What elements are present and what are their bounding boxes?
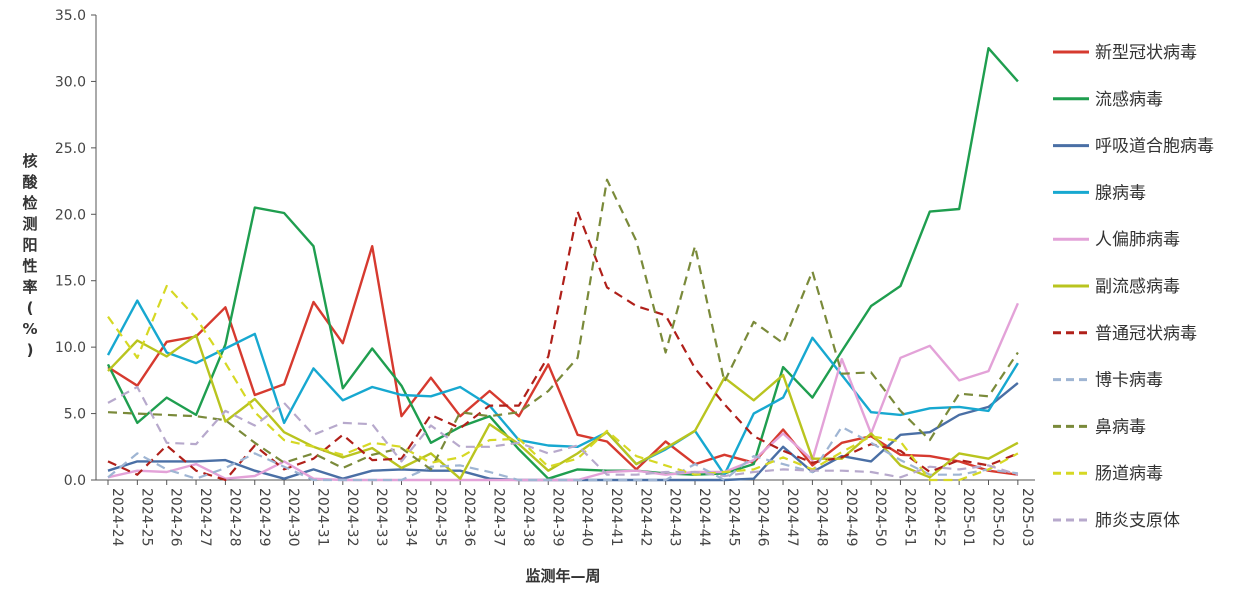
x-tick-label: 2024-25 (138, 488, 154, 547)
x-tick-label: 2024-27 (197, 488, 213, 547)
y-tick-label: 10.0 (55, 340, 86, 356)
legend-label: 新型冠状病毒 (1095, 43, 1197, 63)
x-tick-label: 2025-03 (1019, 488, 1035, 547)
legend-label: 呼吸道合胞病毒 (1095, 137, 1214, 157)
x-tick-label: 2024-35 (432, 488, 448, 547)
x-tick-label: 2024-32 (344, 488, 360, 547)
x-tick-label: 2024-34 (403, 488, 419, 547)
series-line-4 (106, 299, 1019, 476)
y-tick-label: 20.0 (55, 207, 86, 223)
legend-label: 人偏肺病毒 (1095, 230, 1180, 250)
series-line-2 (106, 47, 1019, 480)
x-tick-label: 2024-44 (696, 488, 712, 547)
legend: 新型冠状病毒流感病毒呼吸道合胞病毒腺病毒人偏肺病毒副流感病毒普通冠状病毒博卡病毒… (1053, 43, 1214, 531)
y-tick-label: 35.0 (55, 8, 86, 24)
series-line-7 (107, 210, 1019, 482)
series-layer (106, 47, 1020, 482)
x-tick-label: 2024-28 (226, 488, 242, 547)
x-tick-label: 2024-46 (755, 488, 771, 547)
legend-label: 肠道病毒 (1095, 464, 1163, 484)
x-tick-label: 2024-49 (843, 488, 859, 547)
legend-label: 普通冠状病毒 (1095, 324, 1197, 344)
x-tick-label: 2024-39 (549, 488, 565, 547)
x-tick-label: 2024-41 (608, 488, 624, 547)
x-tick-label: 2024-33 (373, 488, 389, 547)
x-tick-label: 2024-37 (491, 488, 507, 547)
series-line-8 (107, 425, 1019, 482)
legend-label: 博卡病毒 (1095, 371, 1163, 391)
x-tick-label: 2024-40 (579, 488, 595, 547)
x-tick-label: 2024-42 (637, 488, 653, 547)
legend-label: 腺病毒 (1095, 183, 1146, 203)
x-tick-label: 2024-36 (461, 488, 477, 547)
x-tick-label: 2024-30 (285, 488, 301, 547)
x-tick-label: 2024-43 (667, 488, 683, 547)
x-tick-label: 2025-01 (960, 488, 976, 547)
x-tick-label: 2024-38 (520, 488, 536, 547)
x-tick-label: 2024-51 (901, 488, 917, 547)
legend-label: 鼻病毒 (1095, 417, 1146, 437)
y-tick-label: 30.0 (55, 74, 86, 90)
y-tick-label: 5.0 (64, 407, 86, 423)
legend-label: 副流感病毒 (1095, 277, 1180, 297)
x-axis-title: 监测年—周 (525, 567, 600, 585)
legend-label: 肺炎支原体 (1095, 511, 1180, 531)
x-tick-label: 2024-24 (109, 488, 125, 547)
x-tick-label: 2025-02 (990, 488, 1006, 547)
x-tick-label: 2024-47 (784, 488, 800, 547)
y-axis-title: 核酸检测阳性率(%) (22, 152, 38, 359)
legend-label: 流感病毒 (1095, 90, 1163, 110)
x-tick-label: 2024-31 (314, 488, 330, 547)
x-tick-label: 2024-48 (813, 488, 829, 547)
y-tick-label: 15.0 (55, 274, 86, 290)
series-line-10 (107, 284, 1019, 482)
x-tick-label: 2024-26 (168, 488, 184, 547)
x-axis: 2024-24 2024-25 2024-26 2024-27 2024-28 2024-… (96, 479, 1035, 547)
x-tick-label: 2024-50 (872, 488, 888, 547)
series-line-9 (107, 178, 1019, 471)
y-tick-label: 25.0 (55, 141, 86, 157)
y-axis: 0.0 5.0 10.0 15.0 20.0 25.0 30.0 35.0 (55, 8, 97, 489)
x-tick-label: 2024-45 (725, 488, 741, 547)
y-tick-label: 0.0 (64, 473, 86, 489)
x-tick-label: 2024-29 (256, 488, 272, 547)
x-tick-label: 2024-52 (931, 488, 947, 547)
